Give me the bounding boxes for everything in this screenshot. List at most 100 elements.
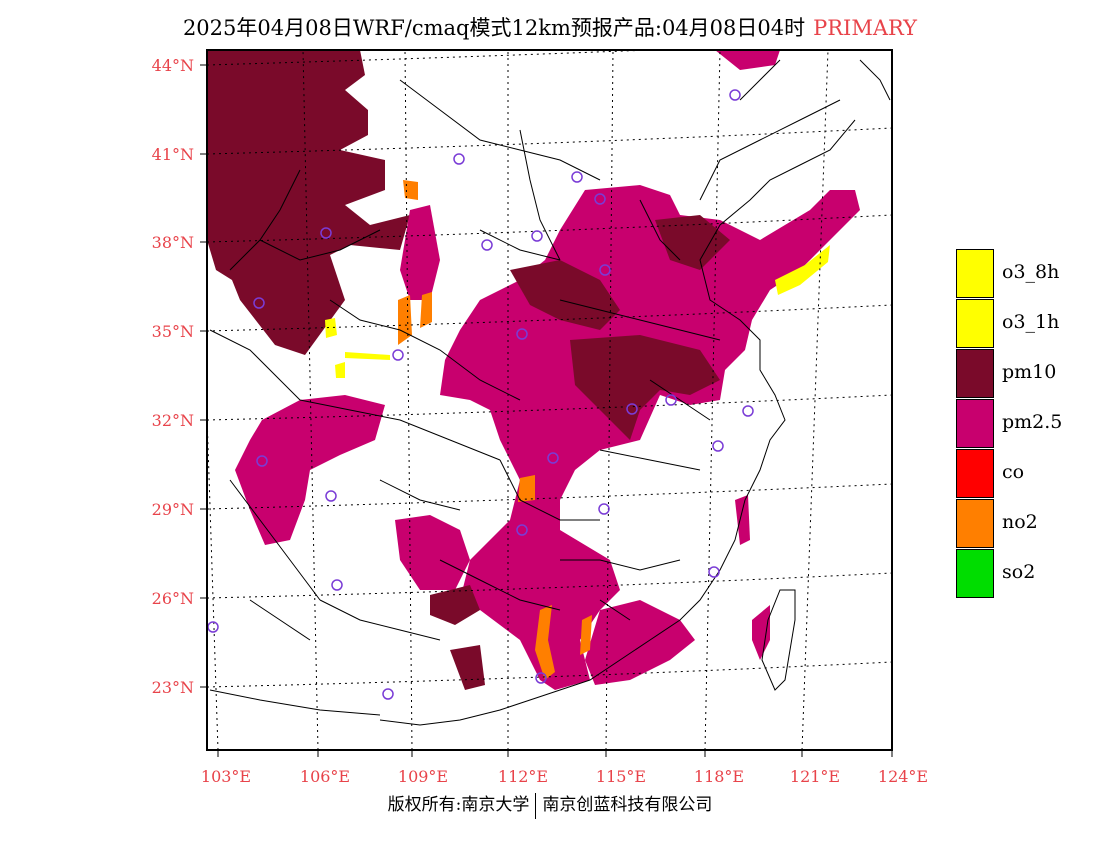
- legend-label: co: [1002, 461, 1025, 483]
- station-marker: [626, 403, 638, 415]
- legend-item-pm2-5: pm2.5: [956, 399, 1100, 449]
- lon-label: 109°E: [398, 767, 448, 786]
- station-marker: [392, 349, 404, 361]
- station-markers: [207, 89, 754, 700]
- pm10-region-shandong: [655, 215, 730, 270]
- no2-region-shanxi: [398, 180, 432, 345]
- pm10-region-guangxi-south: [450, 645, 485, 690]
- lon-label: 115°E: [596, 767, 646, 786]
- station-marker: [531, 230, 543, 242]
- station-marker: [742, 405, 754, 417]
- station-marker: [207, 621, 219, 633]
- legend-label: no2: [1002, 511, 1038, 533]
- no2-region-guangdong: [535, 605, 592, 680]
- station-marker: [547, 452, 559, 464]
- lat-label: 26°N: [152, 589, 194, 608]
- footer-right: 南京创蓝科技有限公司: [542, 795, 713, 815]
- station-marker: [598, 503, 610, 515]
- pm25-region-south-central: [395, 515, 470, 590]
- station-marker: [516, 524, 528, 536]
- lat-label: 35°N: [152, 322, 194, 341]
- legend-item-o3-8h: o3_8h: [956, 249, 1100, 299]
- station-marker: [453, 153, 465, 165]
- legend-item-so2: so2: [956, 549, 1100, 599]
- lon-label: 124°E: [878, 767, 928, 786]
- o3-region-jiangsu: [775, 245, 830, 295]
- station-marker: [599, 264, 611, 276]
- lon-label: 121°E: [790, 767, 840, 786]
- legend-swatch: [956, 349, 994, 398]
- legend-swatch: [956, 499, 994, 548]
- coastline: [379, 119, 856, 726]
- lat-label: 41°N: [152, 145, 194, 164]
- province-boundaries: [209, 59, 891, 716]
- legend-swatch: [956, 549, 994, 598]
- pm10-region-guangxi: [430, 585, 480, 625]
- lat-label: 23°N: [152, 678, 194, 697]
- station-marker: [481, 239, 493, 251]
- legend-item-no2: no2: [956, 499, 1100, 549]
- legend-item-co: co: [956, 449, 1100, 499]
- map-frame: [206, 49, 893, 751]
- station-marker: [253, 297, 265, 309]
- pm25-region-southeast-coast: [585, 600, 695, 685]
- title-tag: PRIMARY: [813, 16, 918, 40]
- station-marker: [729, 89, 741, 101]
- station-marker: [325, 490, 337, 502]
- station-marker: [516, 328, 528, 340]
- pm10-region-henan: [570, 335, 720, 440]
- legend-label: pm2.5: [1002, 411, 1063, 433]
- pm10-region-northwest: [207, 50, 410, 355]
- axis-ticks: [200, 64, 893, 757]
- taiwan-outline: [761, 589, 796, 691]
- station-marker: [331, 579, 343, 591]
- legend-item-o3-1h: o3_1h: [956, 299, 1100, 349]
- pm25-region-shanxi: [400, 205, 440, 300]
- station-marker: [712, 440, 724, 452]
- lon-label: 112°E: [498, 767, 548, 786]
- legend-swatch: [956, 449, 994, 498]
- graticule: [207, 50, 892, 750]
- footer-left: 版权所有:南京大学: [387, 795, 530, 815]
- pm10-region-inner-mongolia: [268, 50, 332, 72]
- pm25-region-southwest: [235, 395, 385, 545]
- station-marker: [382, 688, 394, 700]
- legend-label: pm10: [1002, 361, 1057, 383]
- o3-region-sichuan: [325, 318, 390, 378]
- title-main: 2025年04月08日WRF/cmaq模式12km预报产品:04月08日04时: [182, 16, 806, 40]
- latitude-labels: 44°N 41°N 38°N 35°N 32°N 29°N 26°N 23°N: [152, 56, 194, 697]
- lon-label: 118°E: [694, 767, 744, 786]
- no2-region-hunan: [518, 475, 535, 502]
- longitude-labels: 103°E 106°E 109°E 112°E 115°E 118°E 121°…: [201, 767, 928, 786]
- legend-label: o3_1h: [1002, 311, 1060, 333]
- map-title: 2025年04月08日WRF/cmaq模式12km预报产品:04月08日04时 P…: [0, 12, 1100, 42]
- station-marker: [571, 171, 583, 183]
- lat-label: 38°N: [152, 233, 194, 252]
- boundary-layer: [209, 59, 891, 726]
- legend-label: so2: [1002, 561, 1036, 583]
- footer-credits: 版权所有:南京大学 南京创蓝科技有限公司: [0, 790, 1100, 819]
- footer-separator: [535, 792, 537, 819]
- legend-label: o3_8h: [1002, 261, 1060, 283]
- pm25-region-taiwan: [752, 605, 770, 660]
- lat-label: 29°N: [152, 500, 194, 519]
- station-marker: [256, 455, 268, 467]
- station-marker: [708, 566, 720, 578]
- lon-label: 103°E: [201, 767, 251, 786]
- pm25-region-fujian: [735, 495, 750, 545]
- legend-item-pm10: pm10: [956, 349, 1100, 399]
- station-marker: [535, 672, 547, 684]
- pollution-layer: [207, 50, 860, 690]
- lat-label: 44°N: [152, 56, 194, 75]
- pm25-region-northeast: [715, 50, 780, 70]
- station-marker: [665, 394, 677, 406]
- legend-swatch: [956, 299, 994, 348]
- legend-swatch: [956, 399, 994, 448]
- pm10-region-hebei: [510, 260, 620, 330]
- lon-label: 106°E: [300, 767, 350, 786]
- station-marker: [320, 227, 332, 239]
- station-marker: [594, 193, 606, 205]
- lat-label: 32°N: [152, 411, 194, 430]
